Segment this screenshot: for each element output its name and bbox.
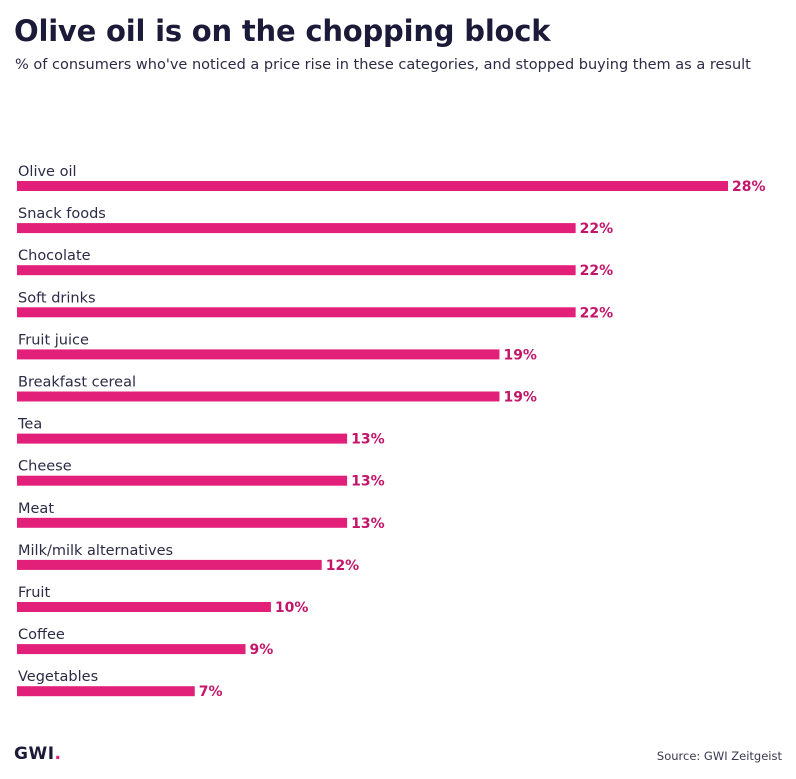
chart-subtitle: % of consumers who've noticed a price ri… [15,57,751,73]
value-label: 7% [199,684,223,700]
category-label: Milk/milk alternatives [18,543,173,559]
bar [17,433,348,444]
bar-row: Vegetables 7% [17,669,223,700]
value-label: 10% [275,600,309,616]
bar-row: Fruit 10% [17,585,308,616]
bar [17,349,500,360]
category-label: Chocolate [18,248,91,264]
value-label: 22% [580,263,614,279]
bar [17,517,348,528]
value-label: 22% [580,221,614,237]
category-label: Snack foods [18,206,106,222]
category-label: Soft drinks [18,290,96,306]
value-label: 13% [351,474,385,490]
bar [17,265,576,276]
value-label: 28% [732,179,766,195]
category-label: Breakfast cereal [18,375,136,391]
bar [17,307,576,318]
category-label: Cheese [18,459,72,475]
value-label: 12% [326,558,360,574]
category-label: Coffee [18,627,65,643]
bar [17,559,322,570]
category-label: Meat [18,501,54,517]
bar-row: Meat 13% [17,501,385,532]
bar [17,223,576,234]
category-label: Vegetables [18,669,98,685]
value-label: 13% [351,432,385,448]
source-note: Source: GWI Zeitgeist [656,749,782,763]
category-label: Olive oil [18,164,77,180]
bar [17,391,500,402]
bar-row: Tea 13% [17,417,385,448]
bar-row: Olive oil 28% [17,164,766,195]
bar [17,475,348,486]
bar-row: Cheese 13% [17,459,385,490]
value-label: 19% [503,390,537,406]
bar-row: Snack foods 22% [17,206,613,237]
logo-dot: . [54,744,62,764]
category-label: Fruit juice [18,332,89,348]
bar-row: Breakfast cereal 19% [17,375,537,406]
value-label: 19% [503,347,537,363]
value-label: 9% [250,642,274,658]
bar-row: Coffee 9% [17,627,273,658]
bar-row: Soft drinks 22% [17,290,613,321]
chart-title: Olive oil is on the chopping block [14,14,551,48]
bar-row: Milk/milk alternatives 12% [17,543,359,574]
category-label: Fruit [18,585,50,601]
value-label: 13% [351,516,385,532]
bar [17,686,195,697]
bar-row: Fruit juice 19% [17,332,537,363]
value-label: 22% [580,305,614,321]
bar [17,181,728,191]
category-label: Tea [17,417,42,433]
logo-text: GWI [14,744,55,764]
bar [17,644,246,655]
bar [17,602,271,612]
gwi-logo: GWI. [14,744,62,764]
bar-row: Chocolate 22% [17,248,613,279]
